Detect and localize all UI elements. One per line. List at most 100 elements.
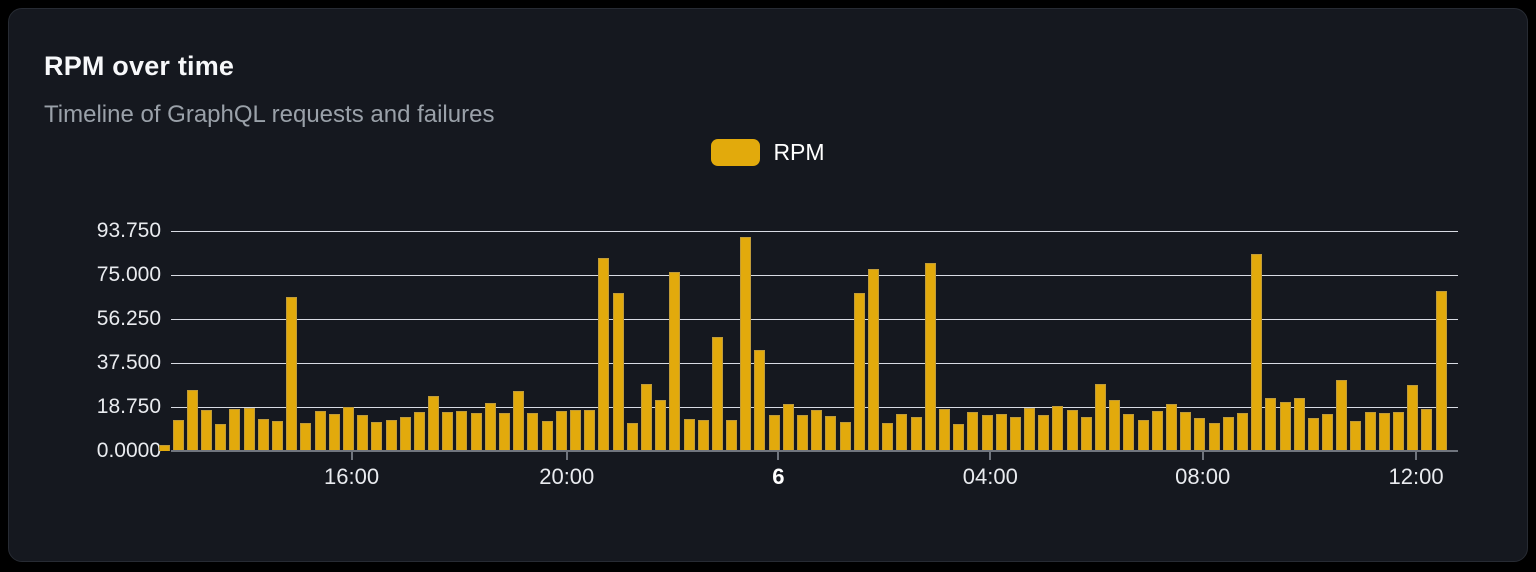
bar (300, 422, 312, 451)
bar (1095, 384, 1107, 451)
bar (371, 422, 383, 451)
bar (782, 403, 794, 451)
bar (1378, 413, 1390, 451)
bar (1435, 290, 1447, 451)
bar (953, 424, 965, 451)
bar (272, 420, 284, 451)
bar (314, 411, 326, 451)
bar (683, 418, 695, 451)
bar (740, 236, 752, 451)
bar (527, 412, 539, 451)
bar (626, 422, 638, 451)
x-axis-label: 6 (772, 464, 785, 489)
bar (726, 419, 738, 451)
bar (1194, 418, 1206, 451)
bar (1279, 401, 1291, 451)
bar (839, 422, 851, 451)
bar (1137, 420, 1149, 451)
bar (342, 406, 354, 451)
bar (1307, 418, 1319, 451)
bar (1407, 385, 1419, 451)
x-axis-tick (1201, 451, 1204, 460)
bar (1123, 414, 1135, 451)
bar (896, 414, 908, 451)
bar (1024, 407, 1036, 451)
bar (967, 411, 979, 451)
bar (243, 408, 255, 451)
bar (399, 417, 411, 451)
bar (1265, 398, 1277, 451)
legend-item-rpm[interactable]: RPM (711, 139, 825, 166)
bar (158, 445, 170, 451)
bar (1151, 411, 1163, 451)
bar (1038, 415, 1050, 451)
gridline (171, 319, 1458, 320)
gridline (171, 363, 1458, 364)
gridline (171, 231, 1458, 232)
bar (442, 411, 454, 451)
bar (570, 410, 581, 451)
gridline (171, 275, 1458, 276)
bar (669, 271, 681, 451)
bar (711, 336, 723, 451)
bar (882, 423, 894, 451)
x-axis-tick (777, 451, 780, 460)
bar (1080, 416, 1092, 451)
y-axis-label: 75.000 (96, 263, 161, 286)
gridline (171, 407, 1458, 408)
bar (286, 297, 298, 451)
bar (640, 384, 652, 451)
chart-subtitle: Timeline of GraphQL requests and failure… (44, 101, 495, 128)
bar (1236, 412, 1248, 451)
bar (456, 411, 468, 451)
bar (768, 415, 780, 451)
y-axis-label: 56.250 (96, 307, 161, 330)
bar (598, 258, 610, 451)
x-axis-label: 12:00 (1388, 464, 1444, 489)
bar (428, 396, 440, 451)
bar (1180, 411, 1192, 451)
bar (499, 413, 511, 451)
bar (825, 416, 837, 451)
bar (938, 409, 950, 451)
bar (1208, 422, 1220, 451)
chart-card: RPM over time Timeline of GraphQL reques… (8, 8, 1528, 562)
x-axis-tick (350, 451, 353, 460)
x-axis-tick (1415, 451, 1418, 460)
bar (328, 413, 340, 451)
y-axis-label: 18.750 (96, 395, 161, 418)
bar (1421, 408, 1433, 451)
y-axis-label: 93.750 (96, 219, 161, 242)
bar (513, 390, 525, 451)
bar (910, 416, 922, 451)
chart-title: RPM over time (44, 51, 235, 81)
bar (1165, 403, 1177, 451)
bar (1052, 405, 1064, 451)
bar (797, 414, 809, 451)
bar (1251, 254, 1263, 451)
bar (811, 410, 823, 451)
bar (413, 412, 425, 451)
bar (1009, 416, 1021, 451)
bar (186, 389, 198, 451)
x-axis-label: 20:00 (539, 464, 595, 489)
bar (924, 263, 936, 451)
bar (201, 410, 213, 451)
bar (357, 415, 369, 451)
bar (1350, 420, 1362, 451)
bar (470, 412, 482, 451)
x-axis-label: 04:00 (962, 464, 1018, 489)
bar (229, 408, 241, 451)
bar (853, 292, 865, 451)
bar (484, 402, 496, 451)
y-axis-label: 37.500 (96, 351, 161, 374)
bar (612, 292, 624, 451)
bar (995, 413, 1007, 451)
bar (1393, 412, 1405, 451)
x-axis-tick (565, 451, 568, 460)
bar (754, 350, 766, 451)
x-axis-tick (989, 451, 992, 460)
bar (1293, 397, 1305, 451)
bar (257, 419, 269, 451)
bar (1336, 380, 1348, 451)
